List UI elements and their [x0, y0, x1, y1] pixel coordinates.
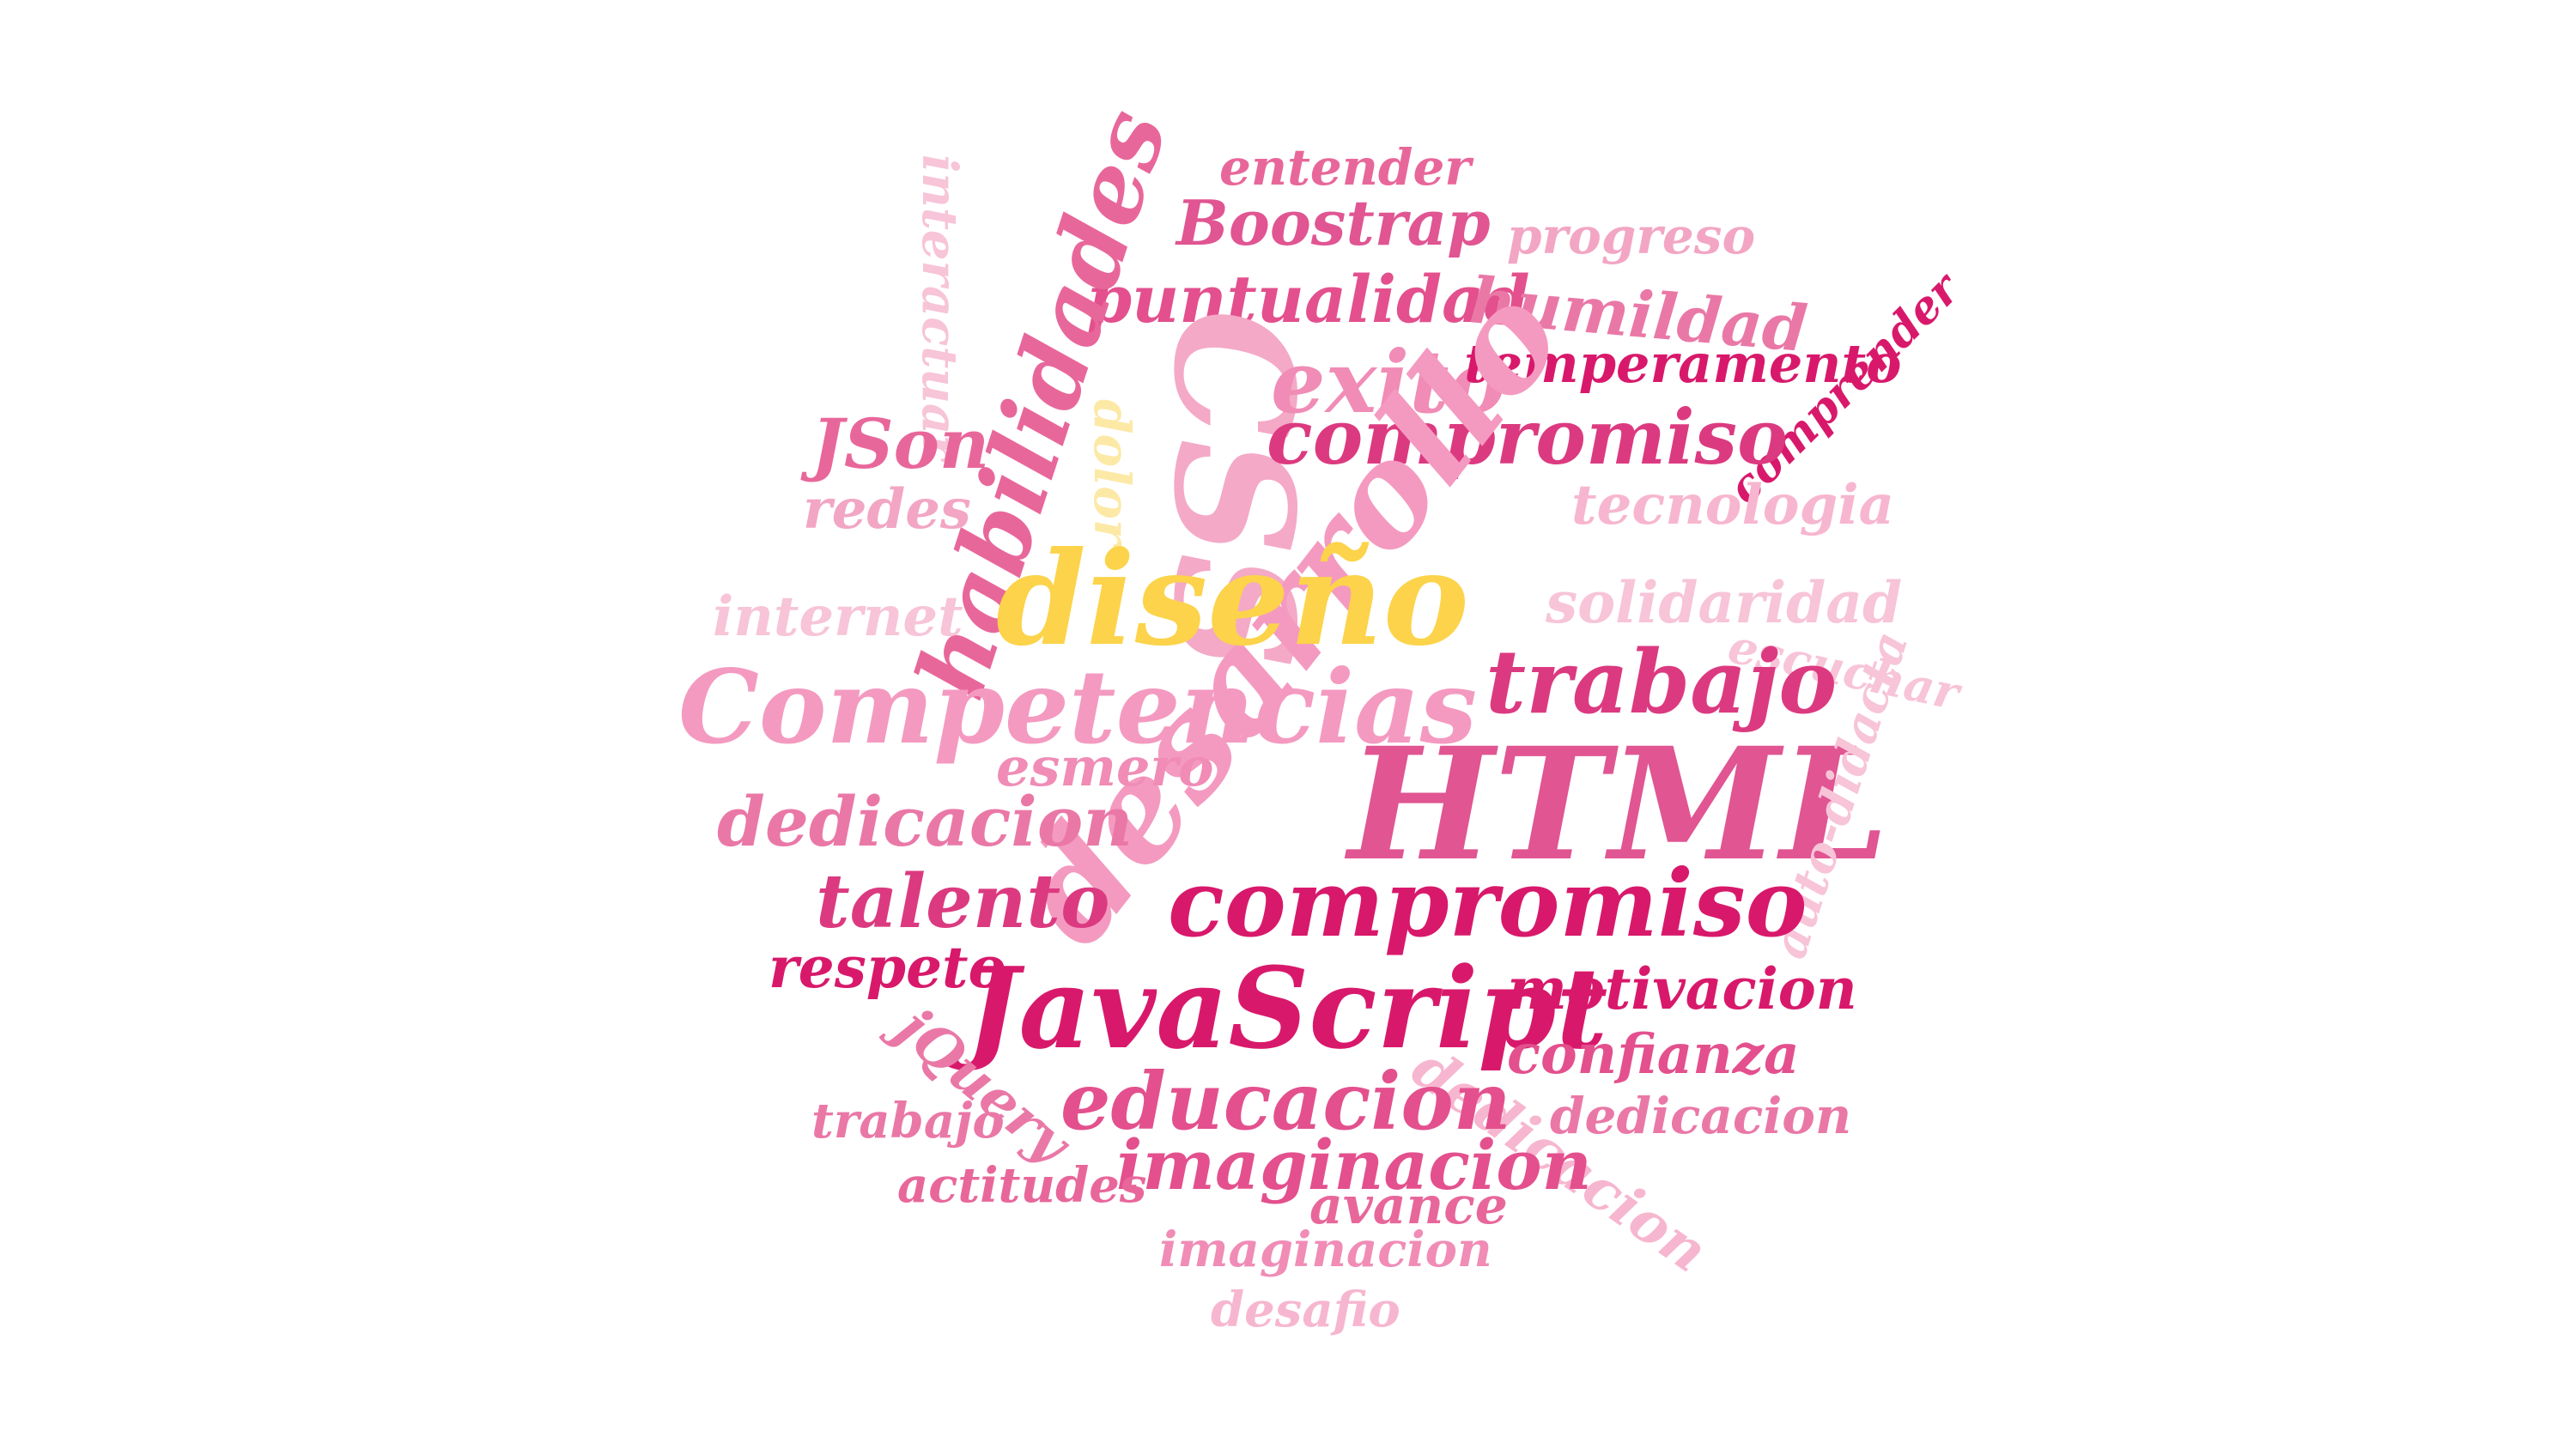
word-dolor: dolor — [1083, 399, 1141, 549]
word-compromiso-1: compromiso — [1267, 392, 1788, 482]
word-actitudes: actitudes — [897, 1157, 1146, 1214]
word-educacion: educacion — [1060, 1055, 1511, 1148]
word-json: JSon — [800, 403, 989, 484]
word-interactuar: interactuar — [911, 155, 968, 463]
word-imaginacion-1: imaginacion — [1116, 1125, 1592, 1205]
word-confianza: confianza — [1507, 1022, 1800, 1087]
word-competencias: Competencias — [678, 647, 1477, 767]
word-dedicacion-1: dedicacion — [717, 781, 1133, 862]
word-internet: internet — [713, 585, 963, 649]
word-tecnologia: tecnologia — [1571, 473, 1894, 537]
word-entender: entender — [1219, 138, 1474, 197]
word-diseno: diseño — [996, 524, 1469, 675]
word-boostrap: Boostrap — [1175, 186, 1491, 259]
word-respeto: respeto — [769, 934, 1006, 1001]
word-dedicacion-3: dedicacion — [1550, 1087, 1851, 1145]
word-css: CSS — [1138, 309, 1329, 670]
word-temperamento: temperamento — [1464, 332, 1901, 395]
word-redes: redes — [803, 477, 971, 542]
word-exito: exito — [1271, 331, 1506, 433]
word-progreso: progreso — [1507, 207, 1755, 265]
word-html: HTML — [1344, 714, 1889, 895]
word-javascript: JavaScript — [948, 943, 1607, 1074]
word-desafio: desafio — [1211, 1282, 1400, 1338]
word-compromiso-2: compromiso — [1168, 850, 1807, 958]
word-solidaridad: solidaridad — [1545, 569, 1902, 636]
word-imaginacion-2: imaginacion — [1159, 1222, 1492, 1278]
word-esmero: esmero — [996, 736, 1213, 798]
word-trabajo-2: trabajo — [811, 1093, 1005, 1149]
word-puntualidad: puntualidad — [1086, 261, 1530, 337]
word-trabajo-1: trabajo — [1485, 631, 1837, 734]
word-talento: talento — [816, 858, 1109, 945]
word-avance: avance — [1309, 1176, 1508, 1236]
word-motivacion: motivacion — [1507, 955, 1857, 1022]
